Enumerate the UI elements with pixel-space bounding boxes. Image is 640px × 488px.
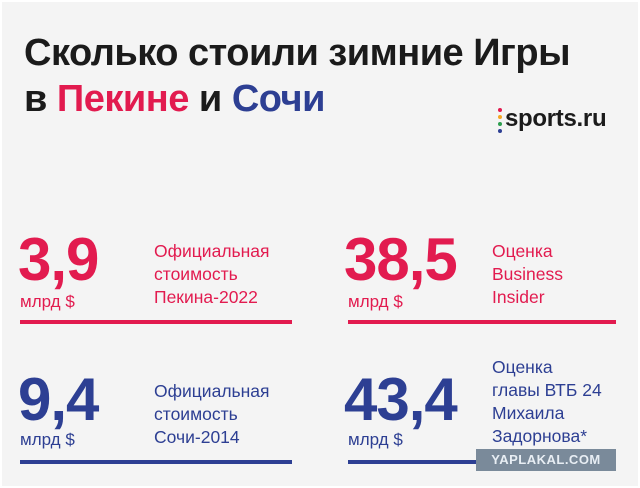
title-line-1: Сколько стоили зимние Игры <box>24 32 571 74</box>
logo-dots-icon <box>498 107 502 133</box>
stat-beijing-estimate-value: 38,5 <box>344 226 458 293</box>
stat-beijing-official-unit: млрд $ <box>20 292 75 311</box>
yaplakal-watermark: YAPLAKAL.COM <box>476 449 616 471</box>
stat-sochi-official-unit: млрд $ <box>20 430 75 449</box>
title-line-2: в Пекине и Сочи <box>24 76 570 122</box>
stat-beijing-official-value: 3,9 <box>18 226 99 293</box>
stat-beijing-estimate-unit: млрд $ <box>348 292 403 311</box>
stat-beijing-official-rule <box>20 320 292 324</box>
stat-sochi-official-description: Официальная стоимость Сочи-2014 <box>154 381 270 447</box>
stat-sochi-estimate-value: 43,4 <box>344 366 458 433</box>
page-title: Сколько стоили зимние Игры в Пекине и Со… <box>24 30 571 122</box>
stat-sochi-official-rule <box>20 460 292 464</box>
title-prefix: в <box>24 78 57 120</box>
stat-beijing-estimate-rule <box>348 320 616 324</box>
stat-beijing-official-description: Официальная стоимость Пекина-2022 <box>154 241 270 307</box>
sports-ru-logo: sports.ru <box>498 102 607 136</box>
stat-sochi-estimate-unit: млрд $ <box>348 430 403 449</box>
stat-sochi-estimate-description: Оценка главы ВТБ 24 Михаила Задорнова* <box>492 357 602 446</box>
title-city-beijing: Пекине <box>56 78 189 120</box>
logo-text: sports.ru <box>505 105 607 132</box>
stat-sochi-official-value: 9,4 <box>18 366 99 433</box>
stat-sochi-estimate-rule <box>348 460 478 464</box>
stat-beijing-estimate-description: Оценка Business Insider <box>492 241 564 307</box>
title-conjunction: и <box>188 78 232 120</box>
title-city-sochi: Сочи <box>231 78 326 120</box>
